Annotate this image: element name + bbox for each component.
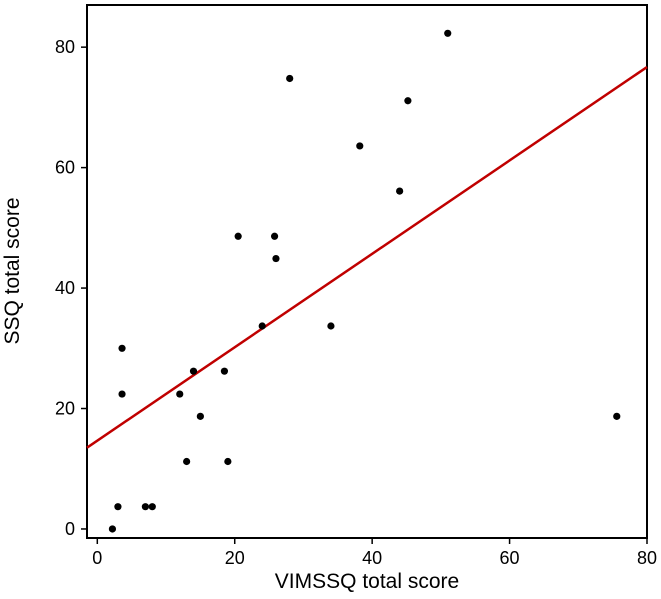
data-point [404, 97, 412, 105]
data-point [148, 503, 156, 511]
data-point [270, 232, 279, 240]
y-tick-label: 0 [65, 519, 75, 539]
data-point [272, 254, 280, 263]
plot-frame [86, 4, 648, 539]
data-point [189, 367, 198, 375]
y-tick-label: 80 [55, 37, 75, 57]
data-point [118, 344, 126, 352]
data-point [613, 412, 621, 420]
y-tick-label: 60 [55, 158, 75, 178]
x-tick-label: 40 [362, 548, 382, 568]
data-point [444, 29, 452, 37]
data-point [176, 390, 184, 398]
x-tick-label: 60 [500, 548, 520, 568]
data-point [258, 322, 266, 330]
data-point [118, 390, 126, 398]
data-point [286, 74, 294, 83]
data-point [108, 525, 117, 533]
data-point [327, 322, 335, 330]
data-point [183, 457, 191, 466]
x-axis-title: VIMSSQ total score [275, 570, 459, 593]
data-point [220, 367, 229, 375]
y-tick-label: 40 [55, 278, 75, 298]
data-point [356, 142, 364, 150]
data-point [114, 503, 122, 511]
y-axis-ticks: 0 20 40 60 80 [55, 37, 87, 539]
x-tick-label: 80 [637, 548, 657, 568]
y-axis-title: SSQ total score [1, 197, 24, 344]
x-axis-ticks: 0 20 40 60 80 [92, 538, 657, 568]
regression-line [86, 65, 648, 449]
x-tick-label: 20 [225, 548, 245, 568]
data-point [196, 412, 204, 420]
data-points [108, 29, 621, 533]
data-point [234, 232, 242, 240]
y-tick-label: 20 [55, 399, 75, 419]
data-point [141, 503, 150, 511]
data-point [396, 187, 404, 195]
data-point [224, 457, 232, 466]
x-tick-label: 0 [92, 548, 102, 568]
